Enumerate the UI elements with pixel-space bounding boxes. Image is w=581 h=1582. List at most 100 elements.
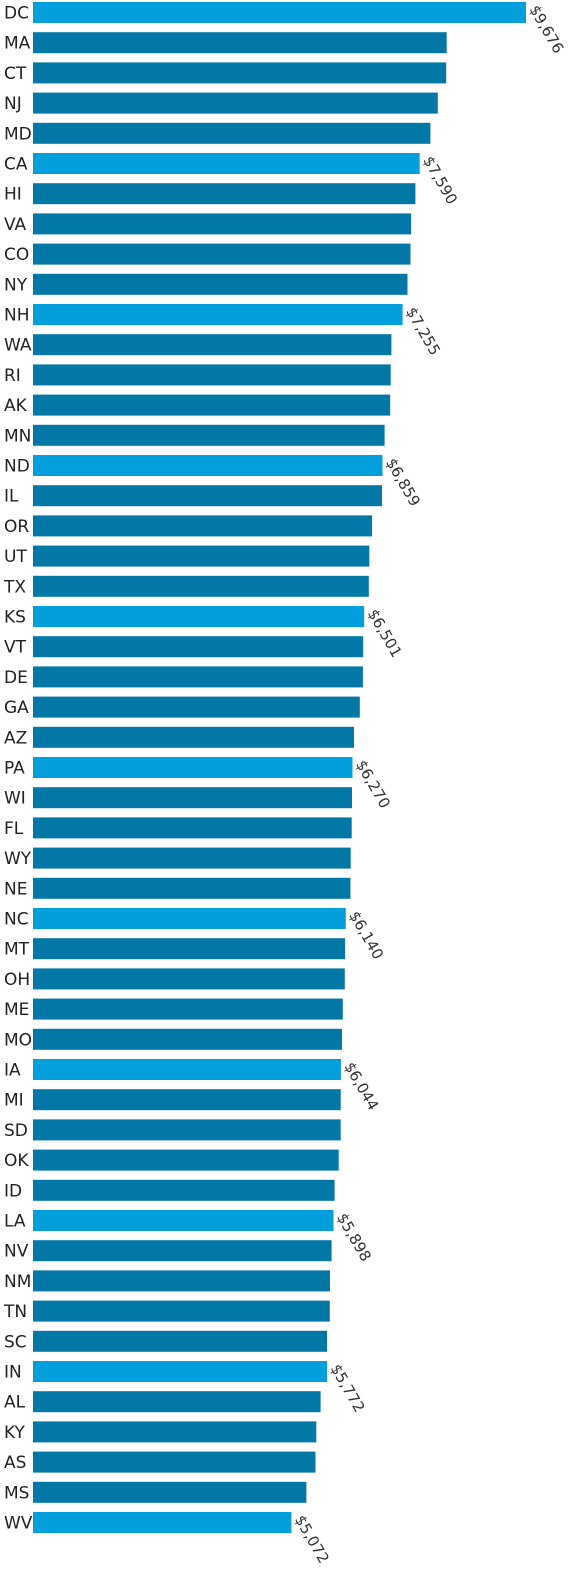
category-label-nm: NM — [4, 1272, 31, 1292]
bar-nh — [33, 304, 403, 325]
bar-ks — [33, 606, 365, 627]
bar-nd — [33, 455, 383, 476]
data-label-nc: $6,140 — [345, 908, 387, 962]
data-label-ks: $6,501 — [364, 606, 406, 660]
category-label-mo: MO — [4, 1030, 32, 1050]
bar-de — [33, 666, 363, 688]
category-label-ak: AK — [4, 396, 28, 416]
bar-mo — [33, 1028, 342, 1050]
category-label-ks: KS — [4, 608, 26, 628]
category-label-az: AZ — [4, 728, 27, 748]
category-label-ga: GA — [4, 698, 29, 718]
bar-ak — [33, 394, 391, 416]
bar-al — [33, 1391, 321, 1413]
bar-ia — [33, 1059, 341, 1080]
bar-wv — [33, 1512, 292, 1533]
bar-ms — [33, 1481, 307, 1503]
bar-tx — [33, 575, 369, 597]
bar-nm — [33, 1270, 330, 1292]
bar-ne — [33, 877, 351, 899]
category-label-sc: SC — [4, 1332, 27, 1352]
category-label-wi: WI — [4, 789, 26, 809]
bar-or — [33, 515, 373, 537]
bar-in — [33, 1361, 328, 1382]
bar-nc — [33, 908, 346, 929]
bar-ga — [33, 696, 360, 718]
category-label-tx: TX — [3, 577, 26, 597]
bar-tn — [33, 1300, 330, 1322]
data-label-dc: $9,676 — [526, 2, 568, 56]
bar-mn — [33, 424, 385, 446]
category-label-pa: PA — [4, 759, 25, 779]
category-label-ne: NE — [4, 879, 27, 899]
bar-wi — [33, 787, 352, 809]
category-label-wy: WY — [4, 849, 32, 869]
data-label-wv: $5,072 — [291, 1512, 333, 1566]
bar-ca — [33, 153, 420, 174]
category-label-de: DE — [4, 668, 28, 688]
bar-la — [33, 1210, 334, 1231]
bar-sd — [33, 1119, 341, 1141]
category-label-sd: SD — [4, 1121, 28, 1141]
category-label-nv: NV — [4, 1242, 29, 1262]
data-labels-group: $9,676 $7,590 $7,255 $6,859 $6,501 $6,270 $6,1… — [291, 2, 567, 1566]
category-label-dc: DC — [4, 4, 29, 24]
category-label-il: IL — [4, 487, 19, 507]
category-label-fl: FL — [4, 819, 24, 839]
category-label-id: ID — [4, 1181, 22, 1201]
category-label-in: IN — [4, 1363, 22, 1383]
bar-pa — [33, 757, 353, 778]
category-label-ny: NY — [4, 275, 28, 295]
category-label-oh: OH — [4, 970, 30, 990]
category-label-or: OR — [4, 517, 29, 537]
category-label-tn: TN — [3, 1302, 27, 1322]
bar-dc — [33, 2, 526, 23]
category-label-wv: WV — [4, 1514, 33, 1534]
data-label-in: $5,772 — [327, 1361, 369, 1415]
bar-ma — [33, 32, 447, 54]
category-label-ok: OK — [4, 1151, 29, 1171]
category-label-hi: HI — [4, 185, 22, 205]
category-label-va: VA — [4, 215, 27, 235]
bar-vt — [33, 636, 364, 658]
category-label-al: AL — [4, 1393, 26, 1413]
bar-oh — [33, 968, 345, 990]
category-label-mn: MN — [4, 426, 31, 446]
bar-as — [33, 1451, 316, 1473]
bar-il — [33, 485, 382, 507]
bar-va — [33, 213, 412, 235]
bar-mi — [33, 1089, 341, 1111]
bar-md — [33, 122, 431, 144]
bars-group — [33, 2, 526, 1533]
bar-co — [33, 243, 411, 265]
category-label-as: AS — [4, 1453, 26, 1473]
bar-sc — [33, 1330, 327, 1352]
bar-mt — [33, 938, 346, 960]
category-label-ca: CA — [4, 155, 28, 175]
category-label-nj: NJ — [4, 94, 22, 114]
bar-az — [33, 726, 354, 748]
data-label-la: $5,898 — [333, 1210, 375, 1264]
bar-id — [33, 1179, 335, 1201]
data-label-ia: $6,044 — [340, 1059, 382, 1113]
bar-fl — [33, 817, 352, 839]
category-label-ia: IA — [4, 1061, 21, 1081]
category-label-nd: ND — [4, 457, 30, 477]
data-label-nh: $7,255 — [402, 304, 444, 358]
category-label-ms: MS — [4, 1483, 29, 1503]
category-labels-group: DC MA CT NJ MD CA HI VA CO NY NH WA RI AK MN ND IL OR UT TX… — [3, 4, 33, 1534]
category-label-mi: MI — [4, 1091, 24, 1111]
bar-ny — [33, 273, 408, 295]
category-label-ri: RI — [4, 366, 21, 386]
category-label-me: ME — [4, 1000, 29, 1020]
bar-nj — [33, 92, 438, 114]
category-label-ma: MA — [4, 34, 31, 54]
bar-ok — [33, 1149, 339, 1171]
bar-ky — [33, 1421, 317, 1443]
category-label-ky: KY — [4, 1423, 26, 1443]
bar-wy — [33, 847, 351, 869]
category-label-md: MD — [4, 124, 32, 144]
data-label-ca: $7,590 — [419, 153, 461, 207]
data-label-nd: $6,859 — [382, 455, 424, 509]
